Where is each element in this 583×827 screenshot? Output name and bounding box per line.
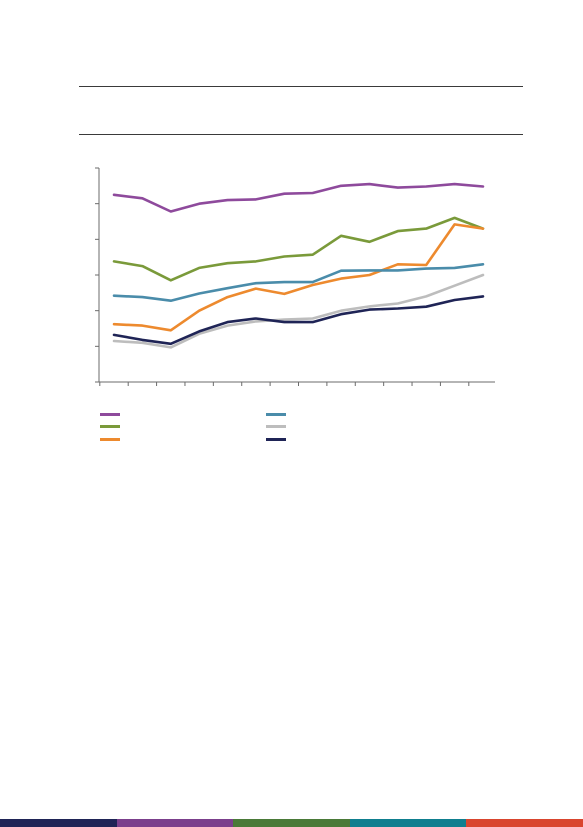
footer-color-bar (0, 819, 583, 827)
legend-swatch (266, 412, 286, 416)
footer-segment-2 (116, 819, 234, 827)
series-line-6 (112, 295, 485, 346)
series-line-5 (112, 273, 485, 349)
legend-item (266, 433, 286, 445)
series-line-1 (112, 182, 485, 213)
legend-swatch (100, 424, 120, 428)
series-line-3 (112, 223, 485, 332)
footer-segment-1 (0, 819, 117, 827)
series-line-4 (112, 263, 485, 302)
legend-item (100, 433, 120, 445)
legend-swatch (100, 412, 120, 416)
legend-swatch (100, 437, 120, 441)
chart-legend (100, 408, 460, 448)
legend-item (266, 420, 286, 432)
header-rule-bottom (79, 134, 523, 135)
legend-item (100, 408, 120, 420)
legend-item (266, 408, 286, 420)
header-rule-top (79, 86, 523, 87)
legend-swatch (266, 424, 286, 428)
footer-segment-4 (349, 819, 467, 827)
line-chart (95, 167, 495, 386)
footer-segment-5 (466, 819, 583, 827)
footer-segment-3 (233, 819, 350, 827)
legend-item (100, 420, 120, 432)
legend-swatch (266, 437, 286, 441)
series-line-2 (112, 216, 485, 282)
